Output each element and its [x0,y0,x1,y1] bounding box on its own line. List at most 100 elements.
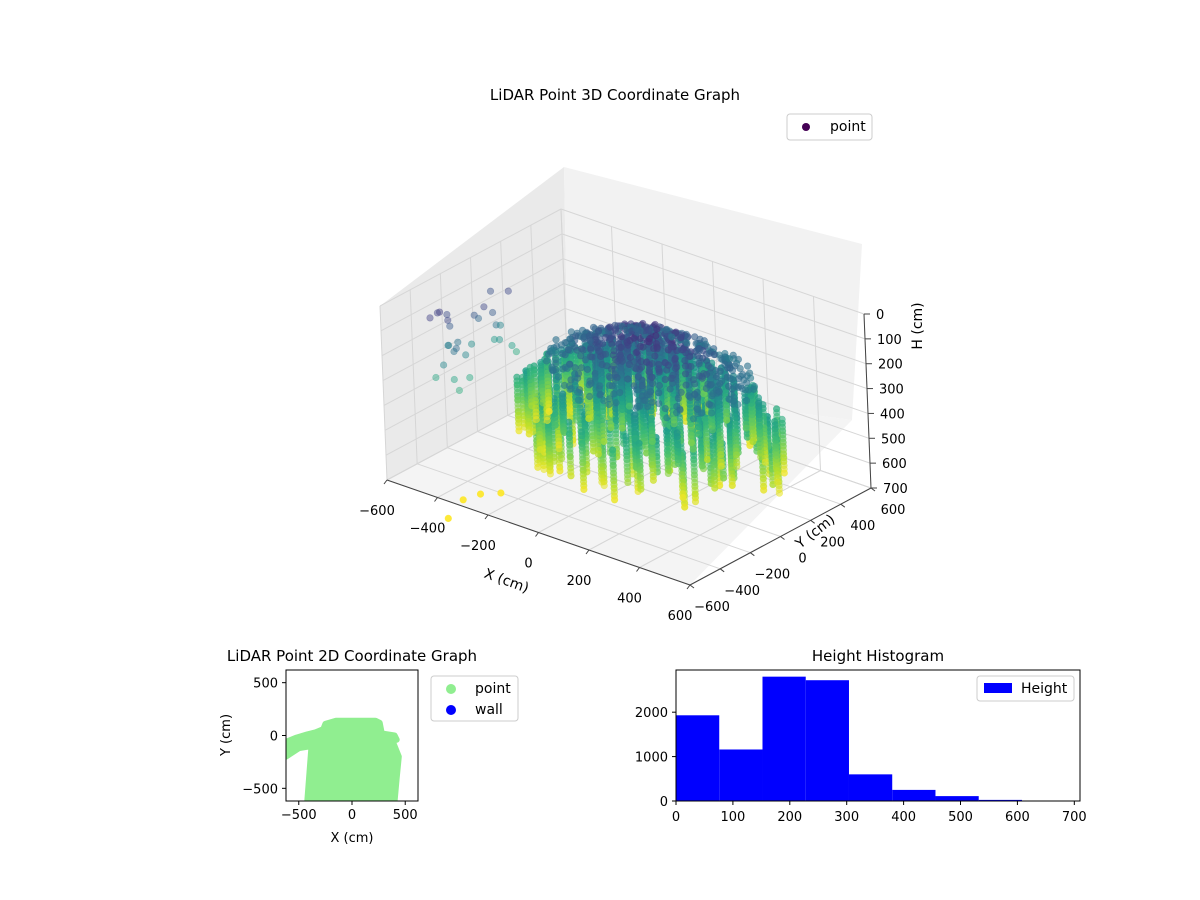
point-3d [586,352,595,361]
point-3d [495,336,504,344]
point-3d [601,350,610,358]
point-3d [686,352,694,361]
point-3d [452,344,460,353]
grid-left-y [500,241,509,416]
point-3d [577,345,586,353]
point-3d [703,455,712,464]
point-3d [548,347,556,355]
axis-y-tick [840,503,846,508]
point-3d [432,373,440,382]
axis-y-tick [780,536,785,540]
point-3d [682,381,690,389]
point-3d [476,490,485,498]
point-3d [589,323,598,331]
legend-3d-frame [786,113,873,141]
point-3d [603,362,611,370]
axis-hist-y-tick-label: 0 [660,795,668,810]
point-3d [551,421,559,429]
point-3d [689,376,698,384]
axis-y-tick-label: 0 [798,552,806,567]
grid-back-h [562,258,867,365]
point-3d [679,493,687,502]
axis-x-tick [434,497,438,502]
chart-2d-xlabel: X (cm) [331,831,374,846]
point-3d [646,388,655,396]
grid-back-h [561,233,866,340]
point-3d [577,364,586,372]
point-3d [717,462,726,470]
point-3d [567,328,575,336]
point-3d [444,341,452,350]
scatter-2d-points [286,717,402,801]
axis-2d-y-tick-label: 0 [270,730,278,745]
axis-y-tick [750,552,755,557]
point-3d [667,374,675,382]
axis-y-tick-label: 600 [881,503,906,518]
axis-2d-x-tick-label: 0 [348,808,356,823]
legend-2d-label-wall: wall [475,702,503,718]
point-3d [556,467,564,475]
point-3d [444,514,452,523]
point-3d [580,485,588,494]
point-3d [587,345,595,354]
point-3d [699,354,707,362]
legend-2d-marker-point [446,684,456,694]
grid-left-h [381,258,564,357]
axis-x-tick-label: −600 [359,504,395,519]
point-3d [643,402,652,411]
legend-histogram-label: Height [1021,681,1068,697]
point-3d [780,469,788,477]
point-3d [664,469,672,478]
point-3d [695,360,703,368]
axis-hist-x-tick-label: 500 [948,810,973,825]
point-3d [617,344,625,352]
point-3d [595,385,603,393]
point-3d [689,415,698,423]
point-3d [470,311,478,319]
legend-histogram-swatch [984,683,1012,693]
point-3d [436,308,444,316]
point-3d [492,321,500,329]
point-3d [655,368,663,376]
point-3d [468,340,476,348]
axis-x-tick [383,479,388,485]
point-3d [664,361,672,369]
point-3d [459,496,467,504]
point-3d [648,437,657,446]
axis-hist-x-tick-label: 300 [834,810,859,825]
point-3d [712,373,721,381]
histogram-bar [762,676,806,801]
point-3d [552,336,560,344]
axis-hist-x-tick-label: 400 [891,810,916,825]
point-3d [462,351,470,359]
point-3d [710,351,718,359]
point-3d [566,385,574,393]
point-3d [667,343,676,351]
point-3d [671,364,680,373]
grid-left-h [379,208,562,307]
point-3d [606,323,614,331]
point-3d [648,379,657,388]
histogram-title: Height Histogram [812,647,944,665]
point-3d [757,453,765,461]
grid-back-h [560,208,865,315]
axis-z-tick-label: 400 [880,407,905,422]
point-3d [560,381,569,390]
point-3d [610,390,618,398]
point-3d [496,321,505,329]
point-3d [707,381,716,389]
point-3d [702,384,710,393]
point-3d [596,391,604,399]
point-3d [663,414,671,422]
point-3d [618,424,626,432]
point-3d [728,481,736,490]
point-3d [577,352,585,360]
point-3d [504,287,512,295]
axis-hist-y-tick-label: 2000 [635,706,668,721]
point-3d [645,367,653,376]
point-3d [440,361,448,369]
point-3d [705,400,713,408]
point-3d [534,463,542,471]
point-3d [609,362,618,370]
point-3d [630,382,638,390]
